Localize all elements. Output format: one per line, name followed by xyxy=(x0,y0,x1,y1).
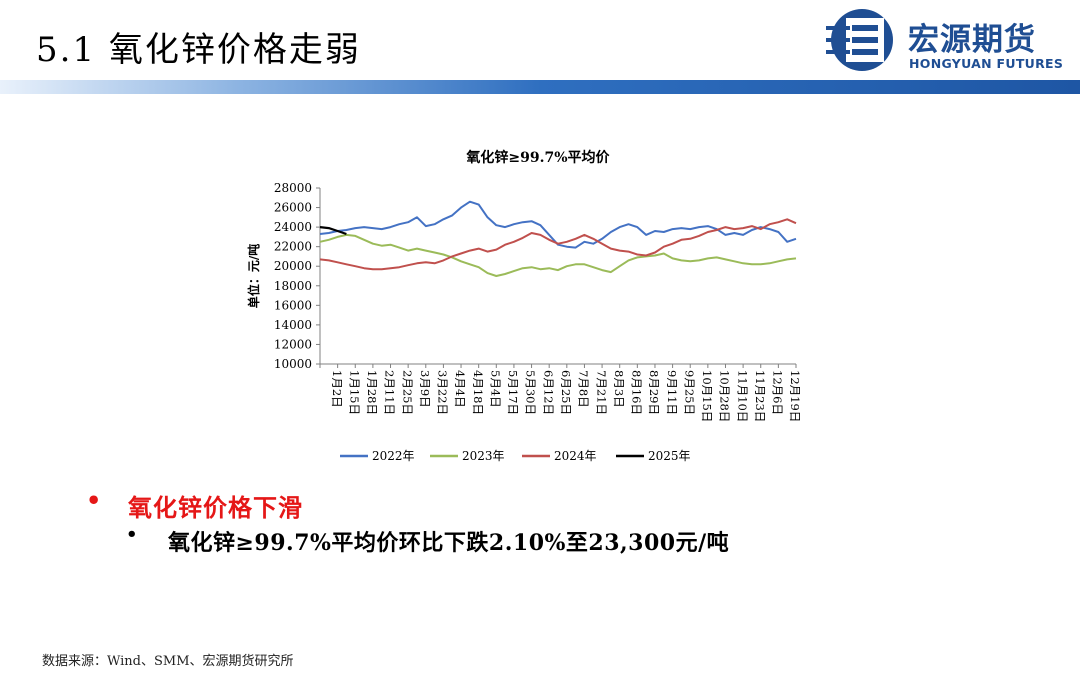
y-tick-label: 26000 xyxy=(274,201,312,215)
x-tick-label: 3月9日 xyxy=(418,370,432,408)
slide-title: 5.1 氧化锌价格走弱 xyxy=(36,30,361,70)
legend-label: 2024年 xyxy=(554,449,597,463)
y-tick-label: 12000 xyxy=(274,337,312,351)
series-line-2022年 xyxy=(319,200,797,249)
legend-label: 2023年 xyxy=(462,449,505,463)
bullet-sub-text: 氧化锌≥99.7%平均价环比下跌2.10%至23,300元/吨 xyxy=(168,530,730,556)
chart-title: 氧化锌≥99.7%平均价 xyxy=(465,149,610,166)
chart-canvas: 氧化锌≥99.7%平均价 10000 12000 14000 16000 18000 200… xyxy=(246,149,802,463)
legend-label: 2025年 xyxy=(648,449,691,463)
y-tick-label: 24000 xyxy=(274,220,312,234)
company-logo: 宏源期货 HONGYUAN FUTURES xyxy=(824,8,1074,78)
y-tick-label: 16000 xyxy=(274,298,312,312)
x-tick-label: 4月18日 xyxy=(471,370,485,415)
x-tick-label: 1月15日 xyxy=(347,370,361,415)
series-line-2024年 xyxy=(319,218,797,271)
x-tick-label: 7月8日 xyxy=(577,370,591,408)
x-tick-label: 2月25日 xyxy=(400,370,414,415)
legend-label: 2022年 xyxy=(372,449,415,463)
data-source-note: 数据来源：Wind、SMM、宏源期货研究所 xyxy=(42,654,294,669)
y-tick-label: 10000 xyxy=(274,357,312,371)
x-tick-label: 1月2日 xyxy=(330,370,344,408)
x-tick-label: 9月25日 xyxy=(682,370,696,415)
x-tick-label: 5月30日 xyxy=(524,370,538,415)
series-line-2023年 xyxy=(319,233,797,277)
x-tick-label: 8月29日 xyxy=(647,370,661,415)
y-tick-label: 28000 xyxy=(274,181,312,195)
x-tick-label: 2月11日 xyxy=(383,370,397,415)
hongyuan-logo-icon xyxy=(826,9,893,71)
x-tick-label: 10月28日 xyxy=(718,370,732,422)
x-tick-label: 11月23日 xyxy=(753,370,767,422)
x-tick-label: 4月4日 xyxy=(453,370,467,408)
bullet-main-marker: • xyxy=(86,486,102,515)
x-tick-label: 10月15日 xyxy=(700,370,714,422)
header-band xyxy=(0,80,1080,94)
bullet-sub-marker: • xyxy=(126,524,138,545)
x-tick-label: 3月22日 xyxy=(436,370,450,415)
series-line-2025年 xyxy=(319,226,347,236)
x-tick-label: 7月21日 xyxy=(594,370,608,415)
bullet-main-text: 氧化锌价格下滑 xyxy=(128,493,303,522)
x-tick-label: 12月6日 xyxy=(771,370,785,415)
y-tick-label: 20000 xyxy=(274,259,312,273)
x-tick-label: 8月16日 xyxy=(630,370,644,415)
x-tick-label: 12月19日 xyxy=(788,370,802,422)
logo-english-name: HONGYUAN FUTURES xyxy=(909,56,1064,71)
x-tick-label: 8月3日 xyxy=(612,370,626,408)
x-tick-label: 5月4日 xyxy=(488,370,502,408)
logo-chinese-name: 宏源期货 xyxy=(908,22,1036,58)
x-tick-label: 6月12日 xyxy=(541,370,555,415)
x-tick-label: 1月28日 xyxy=(365,370,379,415)
y-tick-label: 18000 xyxy=(274,279,312,293)
y-tick-label: 22000 xyxy=(274,240,312,254)
x-tick-label: 6月25日 xyxy=(559,370,573,415)
y-tick-label: 14000 xyxy=(274,318,312,332)
x-tick-label: 9月11日 xyxy=(665,370,679,415)
x-tick-label: 11月10日 xyxy=(735,370,749,422)
y-axis-label: 单位：元/吨 xyxy=(246,244,261,308)
x-tick-label: 5月17日 xyxy=(506,370,520,415)
zinc-oxide-price-chart: 氧化锌≥99.7%平均价 10000 12000 14000 16000 18000 200… xyxy=(236,138,806,474)
